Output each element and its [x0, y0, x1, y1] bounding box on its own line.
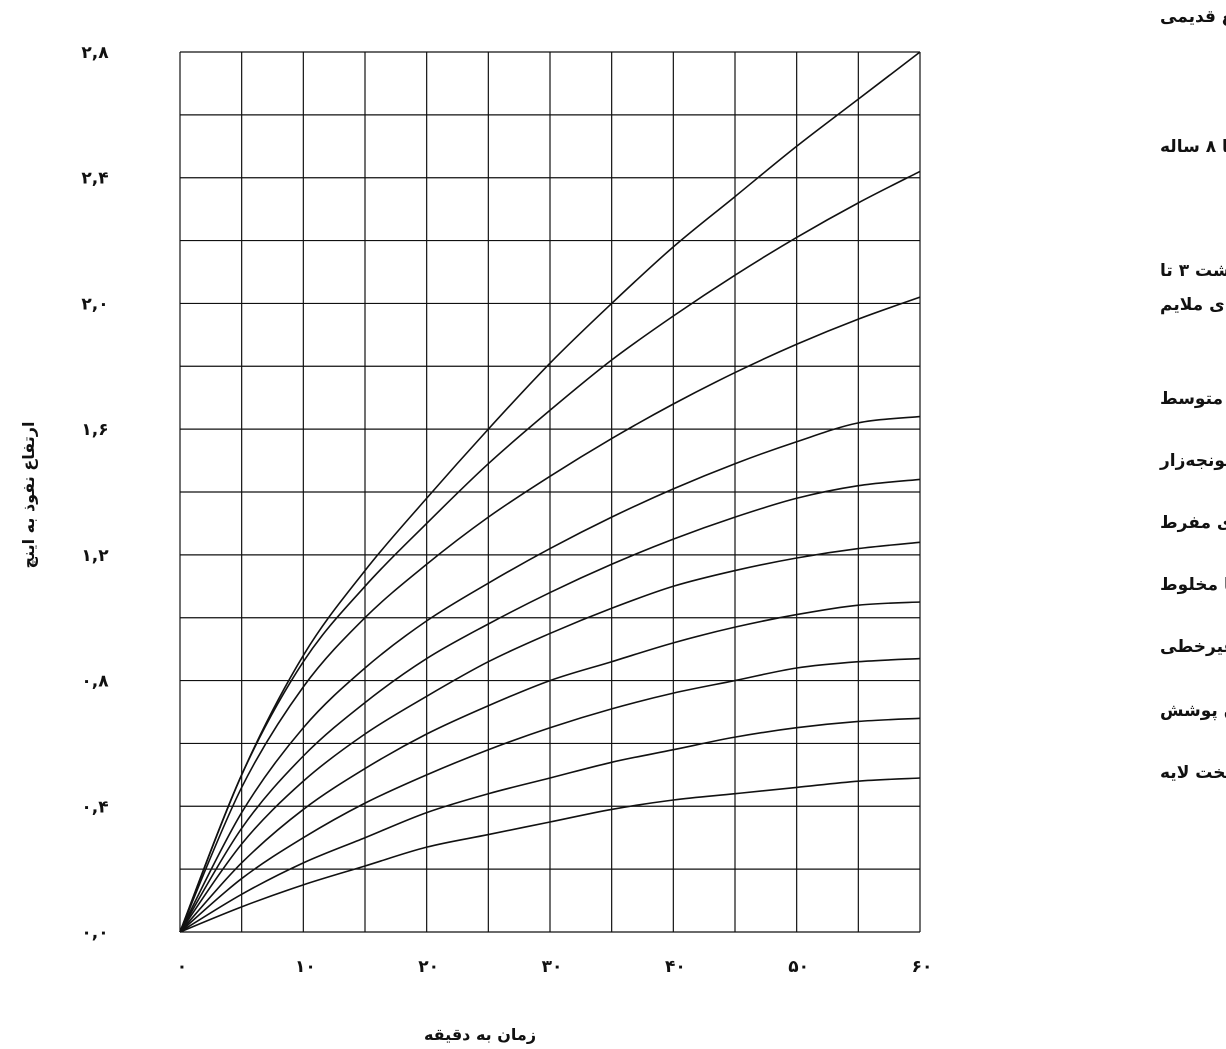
series-label-10: اراضی لخت همراه با سخت لایه [1160, 763, 1226, 783]
x-tick-label: ۵۰ [788, 957, 809, 977]
series-line-1 [179, 51, 921, 933]
x-tick-label: ۴۰ [665, 957, 686, 977]
series-line-5 [179, 478, 921, 933]
series-labels: مرتع قدیمی مرتع دست ۴ تا ۸ ساله مرتع دست ک… [1159, 7, 1226, 783]
series-label-1: مرتع قدیمی [1160, 7, 1226, 27]
y-tick-label: ۱,۲ [81, 546, 109, 566]
series-label-5: یونجه‌زار [1159, 451, 1226, 471]
series-line-8 [179, 657, 921, 933]
series-line-3 [179, 296, 921, 933]
series-label-3: مرتع دست کاشت ۳ تا۴ ساله با چرای ملایم [1160, 261, 1226, 315]
series-line-6 [179, 541, 921, 933]
x-tick-label: ۲۰ [418, 957, 439, 977]
series-label-7: کشت نواری یا مخلوط [1160, 575, 1226, 595]
x-axis-ticks: ۰ ۱۰ ۲۰ ۳۰ ۴۰ ۵۰ ۶۰ [177, 957, 933, 977]
y-axis-title: ارتفاع نفوذ به اینچ [19, 422, 38, 569]
x-tick-label: ۱۰ [295, 957, 316, 977]
x-tick-label: ۰ [177, 957, 187, 977]
series-line-10 [179, 777, 921, 933]
y-axis-ticks: ۰,۰ ۰,۴ ۰,۸ ۱,۲ ۱,۶ ۲,۰ ۲,۴ ۲,۸ [81, 43, 109, 943]
series-label-4: مرتع با چرای متوسط [1160, 389, 1226, 409]
series-line-7 [179, 601, 921, 933]
x-tick-label: ۳۰ [542, 957, 563, 977]
series-label-9: اراضی بدون پوشش [1160, 701, 1226, 721]
y-tick-label: ۰,۴ [81, 797, 108, 817]
series-line-9 [179, 717, 921, 933]
y-tick-label: ۲,۴ [81, 169, 108, 189]
y-tick-label: ۱,۶ [81, 420, 108, 440]
series-line-4 [179, 415, 921, 933]
x-tick-label: ۶۰ [912, 957, 933, 977]
series-label-2: مرتع دست ۴ تا ۸ ساله [1160, 137, 1226, 157]
series-line-2 [179, 170, 921, 933]
series-label-8: کشت غیرخطی [1160, 637, 1226, 657]
y-tick-label: ۲,۰ [81, 294, 108, 314]
x-axis-title: زمان به دقیقه [424, 1025, 536, 1044]
series-lines [179, 51, 921, 933]
grid [179, 51, 921, 933]
y-tick-label: ۰,۸ [81, 672, 109, 692]
series-label-6: مرتع با چرای مفرط [1160, 513, 1226, 533]
y-tick-label: ۰,۰ [81, 923, 108, 943]
y-tick-label: ۲,۸ [81, 43, 109, 63]
